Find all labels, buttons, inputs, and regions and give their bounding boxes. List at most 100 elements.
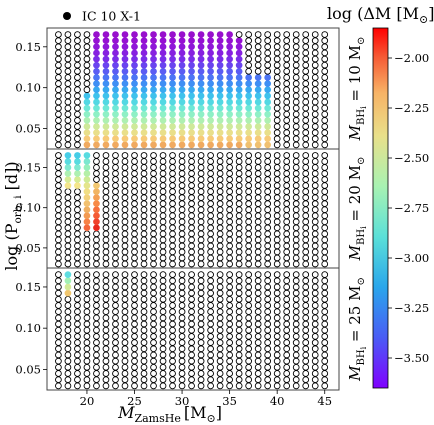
grid-point bbox=[112, 339, 119, 346]
colored-point bbox=[254, 123, 262, 130]
grid-point bbox=[102, 370, 110, 377]
grid-point bbox=[121, 277, 129, 285]
grid-point bbox=[235, 194, 243, 202]
colored-point bbox=[264, 80, 272, 87]
colored-point bbox=[169, 43, 176, 51]
grid-point bbox=[112, 170, 119, 177]
grid-point bbox=[197, 260, 205, 268]
grid-point bbox=[235, 164, 243, 171]
colored-point bbox=[207, 37, 214, 45]
colored-point bbox=[64, 182, 72, 189]
colored-point bbox=[226, 98, 233, 106]
colored-point bbox=[159, 117, 167, 124]
grid-point bbox=[292, 74, 300, 81]
grid-point bbox=[159, 339, 167, 346]
grid-point bbox=[273, 98, 281, 106]
grid-point bbox=[321, 86, 329, 94]
colored-point bbox=[169, 86, 176, 94]
grid-point bbox=[311, 164, 319, 171]
grid-point bbox=[121, 224, 129, 232]
grid-point bbox=[321, 333, 329, 340]
grid-point bbox=[245, 200, 252, 208]
grid-point bbox=[235, 357, 243, 365]
grid-point bbox=[169, 194, 176, 202]
colored-point bbox=[159, 61, 167, 69]
grid-point bbox=[188, 170, 195, 177]
grid-point bbox=[83, 345, 91, 353]
grid-point bbox=[273, 320, 281, 328]
colored-point bbox=[169, 80, 176, 87]
grid-point bbox=[121, 254, 129, 262]
grid-point bbox=[150, 152, 157, 159]
colored-point bbox=[216, 31, 224, 38]
grid-point bbox=[254, 242, 262, 250]
grid-point bbox=[302, 117, 310, 124]
grid-point bbox=[311, 376, 319, 384]
grid-point bbox=[245, 339, 252, 346]
grid-point bbox=[83, 37, 91, 45]
grid-point bbox=[55, 224, 62, 232]
grid-point bbox=[74, 320, 81, 328]
colored-point bbox=[235, 123, 243, 130]
grid-point bbox=[254, 289, 262, 297]
grid-point bbox=[321, 43, 329, 51]
grid-point bbox=[311, 212, 319, 220]
grid-point bbox=[216, 308, 224, 316]
colored-point bbox=[197, 80, 205, 87]
grid-point bbox=[245, 43, 252, 51]
grid-point bbox=[159, 351, 167, 359]
colored-point bbox=[159, 74, 167, 81]
grid-point bbox=[207, 277, 214, 285]
grid-point bbox=[112, 224, 119, 232]
grid-point bbox=[55, 357, 62, 365]
grid-point bbox=[254, 31, 262, 38]
grid-point bbox=[64, 188, 72, 195]
grid-point bbox=[83, 277, 91, 285]
grid-point bbox=[273, 289, 281, 297]
grid-point bbox=[102, 230, 110, 238]
grid-point bbox=[159, 302, 167, 309]
colored-point bbox=[216, 110, 224, 118]
grid-point bbox=[83, 295, 91, 303]
grid-point bbox=[121, 200, 129, 208]
grid-point bbox=[102, 182, 110, 189]
grid-point bbox=[321, 308, 329, 316]
grid-point bbox=[159, 206, 167, 214]
grid-point bbox=[64, 141, 72, 149]
grid-point bbox=[55, 295, 62, 303]
colored-point bbox=[188, 74, 195, 81]
grid-point bbox=[150, 382, 157, 390]
grid-point bbox=[207, 176, 214, 183]
grid-point bbox=[292, 326, 300, 334]
colored-point bbox=[93, 141, 100, 149]
grid-point bbox=[283, 277, 291, 285]
grid-point bbox=[292, 242, 300, 250]
grid-point bbox=[283, 230, 291, 238]
grid-point bbox=[207, 194, 214, 202]
grid-point bbox=[197, 212, 205, 220]
colored-point bbox=[102, 61, 110, 69]
grid-point bbox=[140, 283, 148, 291]
grid-point bbox=[264, 188, 272, 195]
grid-point bbox=[264, 254, 272, 262]
colored-point bbox=[121, 86, 129, 94]
grid-point bbox=[207, 218, 214, 226]
grid-point bbox=[226, 170, 233, 177]
grid-point bbox=[235, 295, 243, 303]
colored-point bbox=[159, 80, 167, 87]
y-tick-label: 0.05 bbox=[15, 122, 41, 136]
grid-point bbox=[188, 224, 195, 232]
grid-point bbox=[226, 271, 233, 278]
grid-point bbox=[254, 200, 262, 208]
colored-point bbox=[150, 74, 157, 81]
grid-point bbox=[311, 260, 319, 268]
grid-point bbox=[55, 98, 62, 106]
grid-point bbox=[321, 345, 329, 353]
colored-point bbox=[140, 37, 148, 45]
grid-point bbox=[169, 242, 176, 250]
grid-point bbox=[74, 295, 81, 303]
grid-point bbox=[74, 135, 81, 143]
colored-point bbox=[112, 98, 119, 106]
grid-point bbox=[216, 218, 224, 226]
grid-point bbox=[273, 123, 281, 130]
